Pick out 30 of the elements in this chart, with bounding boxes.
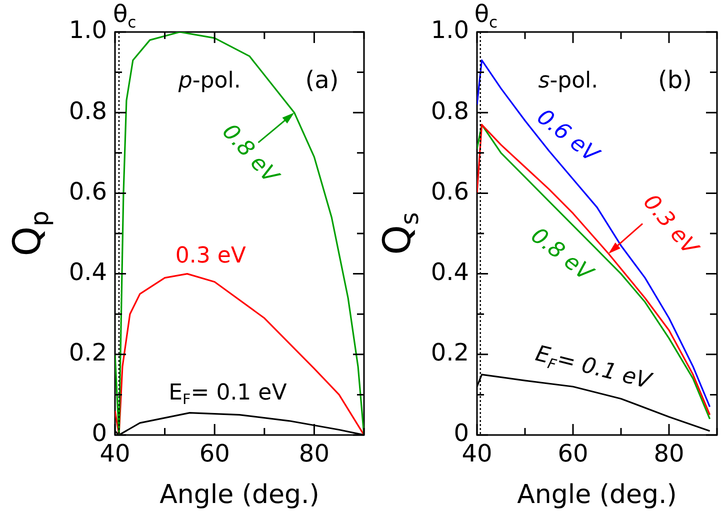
annotation: s-pol. xyxy=(538,68,598,94)
annotation: (b) xyxy=(658,66,692,94)
y-tick-label: 0 xyxy=(92,419,107,448)
x-tick-label: 60 xyxy=(558,440,588,468)
y-tick-label: 0.4 xyxy=(68,258,107,286)
y-tick-label: 0.6 xyxy=(430,177,469,206)
y-tick-label: 0.4 xyxy=(430,258,469,286)
y-tick-label: 0.8 xyxy=(68,96,107,125)
x-axis-title: Angle (deg.) xyxy=(517,480,677,510)
x-axis-title: Angle (deg.) xyxy=(160,480,320,510)
x-tick-label: 80 xyxy=(654,440,684,468)
y-tick-label: 0.8 xyxy=(430,96,469,125)
annotation: 0.6 eV xyxy=(532,104,605,170)
annotation: 0.8 eV xyxy=(526,223,599,288)
annotation: 0.8 eV xyxy=(216,119,284,190)
y-tick-label: 0.6 xyxy=(68,177,107,206)
y-tick-label: 0 xyxy=(454,419,469,448)
y-tick-label: 0.2 xyxy=(430,338,469,367)
y-tick-label: 1.0 xyxy=(430,16,469,44)
annotation: 0.3 eV xyxy=(638,190,704,262)
annotation: (a) xyxy=(305,66,339,94)
x-tick-label: 80 xyxy=(298,440,330,468)
annotation: 0.3 eV xyxy=(175,244,246,269)
x-tick-label: 60 xyxy=(199,440,230,468)
y-tick-label: 1.0 xyxy=(68,16,107,44)
y-tick-label: 0.2 xyxy=(68,338,107,367)
annotation: EF= 0.1 eV xyxy=(532,341,656,395)
y-axis-title: Qs xyxy=(374,212,424,255)
y-axis-title: Qp xyxy=(4,210,54,256)
annotation: p-pol. xyxy=(177,68,241,94)
